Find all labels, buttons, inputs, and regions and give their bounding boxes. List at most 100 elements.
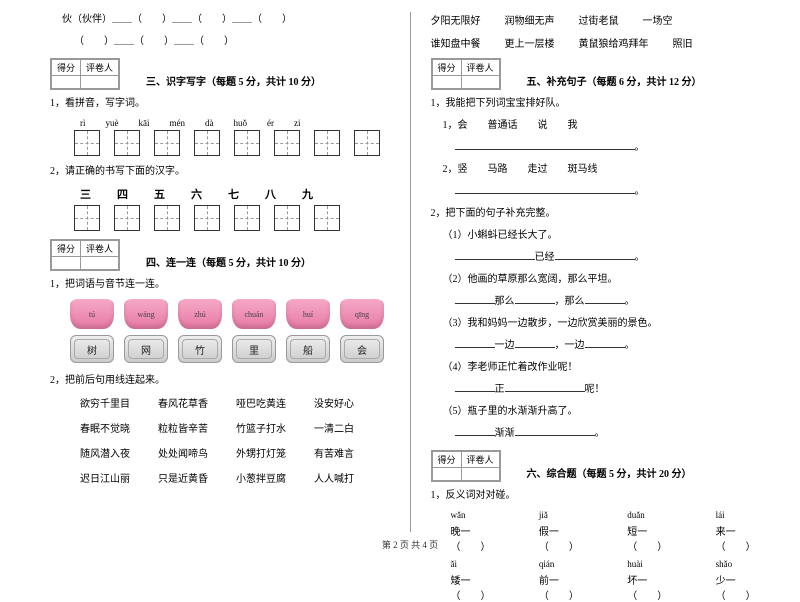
pinyin: yuè bbox=[106, 118, 119, 128]
ch: 晚一（ ） bbox=[451, 527, 491, 553]
score-label: 得分 bbox=[52, 241, 81, 257]
reviewer-cell bbox=[81, 257, 119, 270]
tian-row-2 bbox=[50, 205, 390, 231]
s5-i1: （1）小蝌蚪已经长大了。 bbox=[431, 228, 771, 244]
section-6-header: 得分评卷人 六、综合题（每题 5 分，共计 20 分） bbox=[431, 450, 771, 482]
tian-box bbox=[154, 130, 180, 156]
s3-q1: 1，看拼音，写字词。 bbox=[50, 96, 390, 112]
pair-cell: 粒粒皆辛苦 bbox=[158, 420, 208, 435]
pair-cell: 人人喊打 bbox=[314, 470, 354, 485]
pair-row: 迟日江山丽 只是近黄昏 小葱拌豆腐 人人喊打 bbox=[80, 470, 390, 485]
section-3-header: 得分评卷人 三、识字写字（每题 5 分，共计 10 分） bbox=[50, 58, 390, 90]
score-box-5: 得分评卷人 bbox=[431, 58, 501, 90]
tian-box bbox=[114, 130, 140, 156]
pinyin: rì bbox=[80, 118, 86, 128]
char: 九 bbox=[302, 186, 313, 202]
pillow: tú bbox=[70, 299, 114, 329]
tian-box bbox=[234, 205, 260, 231]
s5-q1-1: 1，会 普通话 说 我 bbox=[431, 118, 771, 134]
score-box-6: 得分评卷人 bbox=[431, 450, 501, 482]
pair-cell: 竹篮子打水 bbox=[236, 420, 286, 435]
reviewer-label: 评卷人 bbox=[461, 452, 499, 468]
char-row: 三 四 五 六 七 八 九 bbox=[50, 186, 390, 202]
pillow: huí bbox=[286, 299, 330, 329]
idiom: 一场空 bbox=[643, 12, 673, 27]
s6-q1: 1，反义词对对碰。 bbox=[431, 488, 771, 504]
cushion-row: 树 网 竹 里 船 会 bbox=[50, 335, 390, 363]
tian-box bbox=[354, 130, 380, 156]
score-box-4: 得分评卷人 bbox=[50, 239, 120, 271]
txt: 那么 bbox=[495, 296, 515, 307]
cushion: 树 bbox=[70, 335, 114, 363]
blank: 。 bbox=[431, 184, 771, 200]
pillow: qīng bbox=[340, 299, 384, 329]
anti-item: lái来一（ ） bbox=[716, 510, 770, 553]
reviewer-cell bbox=[461, 76, 499, 89]
anti-row-2: ǎi矮一（ ） qián前一（ ） huài坏一（ ） shǎo少一（ ） bbox=[431, 559, 771, 602]
score-cell bbox=[432, 468, 461, 481]
s4-q1: 1，把词语与音节连一连。 bbox=[50, 277, 390, 293]
pair-row: 春眠不觉晓 粒粒皆辛苦 竹篮子打水 一清二白 bbox=[80, 420, 390, 435]
score-cell bbox=[52, 76, 81, 89]
s5-i4-fill: 正呢！ bbox=[431, 382, 771, 398]
s5-i1-fill: 已经。 bbox=[431, 250, 771, 266]
section-6-title: 六、综合题（每题 5 分，共计 20 分） bbox=[527, 465, 692, 480]
char: 八 bbox=[265, 186, 276, 202]
s3-q2: 2，请正确的书写下面的汉字。 bbox=[50, 164, 390, 180]
tian-box bbox=[314, 205, 340, 231]
reviewer-label: 评卷人 bbox=[461, 60, 499, 76]
anti-item: shǎo 少一（ ） bbox=[716, 559, 770, 602]
anti-item: wǎn晚一（ ） bbox=[451, 510, 505, 553]
idiom: 更上一层楼 bbox=[505, 35, 555, 50]
right-column: 夕阳无限好 润物细无声 过街老鼠 一场空 谁知盘中餐 更上一层楼 黄鼠狼给鸡拜年… bbox=[416, 12, 771, 532]
txt: 渐渐 bbox=[495, 428, 515, 439]
txt: ，一边 bbox=[555, 340, 585, 351]
pair-cell: 没安好心 bbox=[314, 395, 354, 410]
idiom: 照旧 bbox=[673, 35, 693, 50]
s5-i5-fill: 渐渐。 bbox=[431, 426, 771, 442]
tian-box bbox=[74, 130, 100, 156]
tian-box bbox=[314, 130, 340, 156]
pair-row: 随风潜入夜 处处闻啼鸟 外甥打灯笼 有苦难言 bbox=[80, 445, 390, 460]
pair-cell: 哑巴吃黄连 bbox=[236, 395, 286, 410]
anti-item: ǎi矮一（ ） bbox=[451, 559, 505, 602]
pinyin: kāi bbox=[139, 118, 150, 128]
cushion: 里 bbox=[232, 335, 276, 363]
pillow: wáng bbox=[124, 299, 168, 329]
column-divider bbox=[410, 12, 411, 532]
py: shǎo bbox=[716, 559, 770, 569]
idiom: 润物细无声 bbox=[505, 12, 555, 27]
ch: 少一（ ） bbox=[716, 576, 756, 602]
score-label: 得分 bbox=[432, 452, 461, 468]
pair-cell: 外甥打灯笼 bbox=[236, 445, 286, 460]
idiom-row-1: 夕阳无限好 润物细无声 过街老鼠 一场空 bbox=[431, 12, 771, 27]
tian-box bbox=[194, 130, 220, 156]
cushion: 船 bbox=[286, 335, 330, 363]
section-3-title: 三、识字写字（每题 5 分，共计 10 分） bbox=[146, 73, 321, 88]
pair-cell: 一清二白 bbox=[314, 420, 354, 435]
tian-box bbox=[234, 130, 260, 156]
score-box-3: 得分评卷人 bbox=[50, 58, 120, 90]
section-4-title: 四、连一连（每题 5 分，共计 10 分） bbox=[146, 254, 311, 269]
s5-i4: （4）李老师正忙着改作业呢！ bbox=[431, 360, 771, 376]
ch: 短一（ ） bbox=[627, 527, 667, 553]
ch: 坏一（ ） bbox=[627, 576, 667, 602]
score-cell bbox=[52, 257, 81, 270]
fill-line-1: 伙（伙伴）＿＿（ ）＿＿（ ）＿＿（ ） bbox=[50, 12, 390, 28]
ch: 来一（ ） bbox=[716, 527, 756, 553]
pair-cell: 春眠不觉晓 bbox=[80, 420, 130, 435]
py: duǎn bbox=[627, 510, 681, 520]
reviewer-label: 评卷人 bbox=[81, 241, 119, 257]
pair-cell: 欲穷千里目 bbox=[80, 395, 130, 410]
pinyin: zi bbox=[294, 118, 301, 128]
s5-i3: （3）我和妈妈一边散步，一边欣赏美丽的景色。 bbox=[431, 316, 771, 332]
reviewer-cell bbox=[461, 468, 499, 481]
tian-box bbox=[274, 205, 300, 231]
anti-item: jiǎ假一（ ） bbox=[539, 510, 593, 553]
pair-cell: 有苦难言 bbox=[314, 445, 354, 460]
s5-q1-2: 2，竖 马路 走过 斑马线 bbox=[431, 162, 771, 178]
cushion: 网 bbox=[124, 335, 168, 363]
s5-q1: 1，我能把下列词宝宝排好队。 bbox=[431, 96, 771, 112]
char: 六 bbox=[191, 186, 202, 202]
txt: ，那么 bbox=[555, 296, 585, 307]
